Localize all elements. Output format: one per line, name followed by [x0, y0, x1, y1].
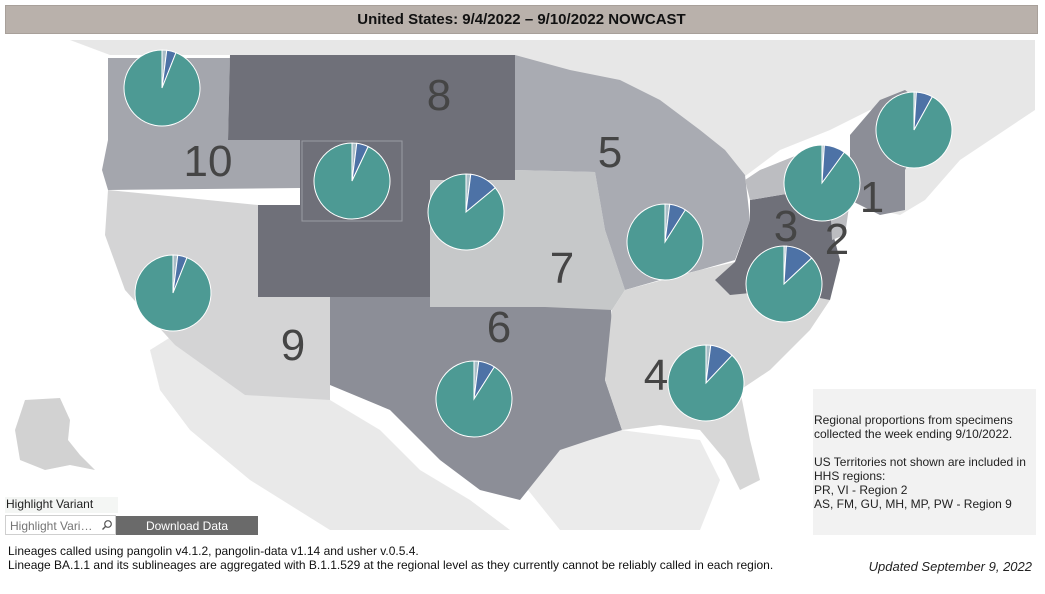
- region-pies: [123, 49, 953, 438]
- note-line: AS, FM, GU, MH, MP, PW - Region 9: [814, 497, 1012, 511]
- region-label-10: 10: [184, 137, 233, 186]
- region-label-5: 5: [598, 128, 622, 177]
- region-10-pie[interactable]: [123, 49, 201, 127]
- region-label-9: 9: [281, 321, 305, 370]
- region-9-shape: [105, 190, 330, 400]
- pie-slice[interactable]: [626, 203, 704, 281]
- region-8-pie[interactable]: [313, 142, 391, 220]
- pie-slice[interactable]: [783, 144, 861, 222]
- note-line: HHS regions:: [814, 469, 886, 483]
- info-note: Regional proportions from specimens coll…: [813, 389, 1036, 535]
- region-label-1: 1: [860, 173, 884, 222]
- search-icon[interactable]: [101, 519, 113, 531]
- region-1-pie[interactable]: [875, 91, 953, 169]
- pie-slice[interactable]: [667, 344, 745, 422]
- pie-slice[interactable]: [123, 49, 201, 127]
- us-map: 10 8 5 7 6 9 4 3 2 1: [15, 40, 1035, 530]
- highlight-variant-label: Highlight Variant: [5, 497, 118, 513]
- region-5-pie[interactable]: [626, 203, 704, 281]
- footer-line: Lineages called using pangolin v4.1.2, p…: [8, 544, 419, 558]
- pie-slice[interactable]: [134, 254, 212, 332]
- highlight-variant-input[interactable]: [5, 515, 116, 535]
- region-label-3: 3: [774, 202, 798, 251]
- region-label-2: 2: [825, 215, 849, 264]
- region-2-pie[interactable]: [745, 245, 823, 323]
- region-label-6: 6: [487, 303, 511, 352]
- region-7-pie[interactable]: [427, 173, 505, 251]
- region-6-pie[interactable]: [435, 360, 513, 438]
- note-line: PR, VI - Region 2: [814, 483, 908, 497]
- download-data-button[interactable]: Download Data: [116, 516, 258, 535]
- region-3-pie[interactable]: [783, 144, 861, 222]
- note-line: collected the week ending 9/10/2022.: [814, 427, 1013, 441]
- region-label-8: 8: [427, 71, 451, 120]
- region-9-pie[interactable]: [134, 254, 212, 332]
- region-8-frame: [301, 140, 403, 222]
- pie-slice[interactable]: [875, 91, 953, 169]
- footer-notes: Lineages called using pangolin v4.1.2, p…: [8, 544, 808, 572]
- pie-slice[interactable]: [435, 360, 513, 438]
- updated-date: Updated September 9, 2022: [868, 559, 1032, 574]
- footer-line: Lineage BA.1.1 and its sublineages are a…: [8, 558, 774, 572]
- note-line: US Territories not shown are included in: [814, 455, 1026, 469]
- pie-slice[interactable]: [427, 173, 505, 251]
- note-line: Regional proportions from specimens: [814, 413, 1013, 427]
- region-label-7: 7: [550, 244, 574, 293]
- pie-slice[interactable]: [745, 245, 823, 323]
- page-title: United States: 9/4/2022 – 9/10/2022 NOWC…: [5, 5, 1038, 34]
- region-4-pie[interactable]: [667, 344, 745, 422]
- region-label-4: 4: [644, 351, 668, 400]
- pie-slice[interactable]: [313, 142, 391, 220]
- region-labels: 10 8 5 7 6 9 4 3 2 1: [184, 71, 885, 400]
